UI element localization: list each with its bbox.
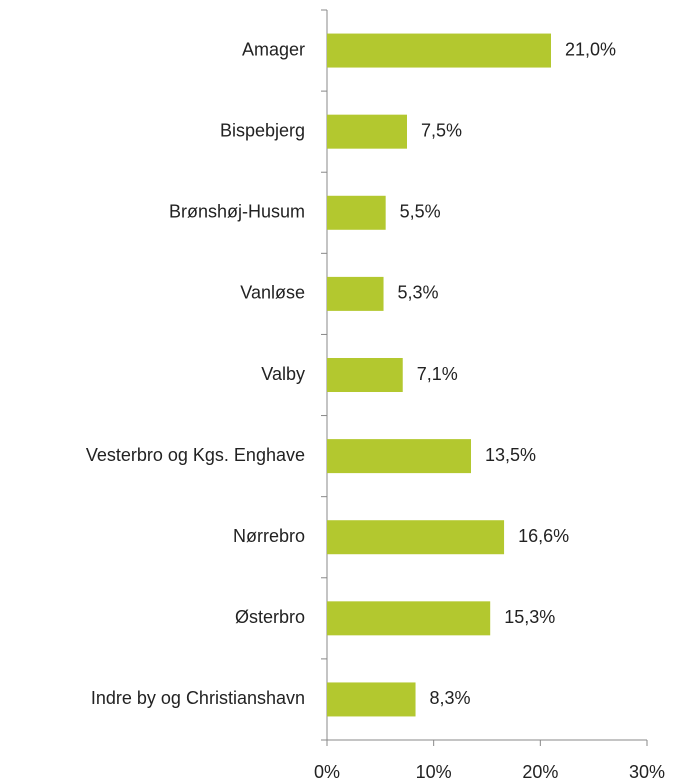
y-tick-label: Bispebjerg (220, 120, 305, 140)
x-tick-label: 0% (314, 762, 340, 782)
value-label: 5,5% (400, 202, 441, 222)
y-tick-label: Valby (261, 364, 305, 384)
bar (327, 114, 407, 149)
bar (327, 195, 386, 230)
y-tick-label: Brønshøj-Husum (169, 202, 305, 222)
y-tick-label: Nørrebro (233, 526, 305, 546)
x-tick-label: 10% (416, 762, 452, 782)
value-label: 15,3% (504, 607, 555, 627)
x-tick-label: 20% (522, 762, 558, 782)
value-label: 7,5% (421, 120, 462, 140)
y-tick-label: Vesterbro og Kgs. Enghave (86, 445, 305, 465)
bar (327, 276, 384, 311)
bar (327, 601, 491, 636)
y-tick-label: Østerbro (235, 607, 305, 627)
bar (327, 520, 505, 555)
value-label: 8,3% (430, 688, 471, 708)
bar (327, 33, 551, 68)
bar (327, 358, 403, 392)
value-label: 16,6% (518, 526, 569, 546)
x-tick-label: 30% (629, 762, 665, 782)
value-label: 5,3% (398, 283, 439, 303)
value-label: 21,0% (565, 39, 616, 59)
value-label: 7,1% (417, 364, 458, 384)
y-tick-label: Vanløse (240, 283, 305, 303)
y-tick-label: Amager (242, 39, 305, 59)
value-label: 13,5% (485, 445, 536, 465)
bar (327, 439, 471, 474)
bar (327, 682, 416, 717)
y-tick-label: Indre by og Christianshavn (91, 688, 305, 708)
